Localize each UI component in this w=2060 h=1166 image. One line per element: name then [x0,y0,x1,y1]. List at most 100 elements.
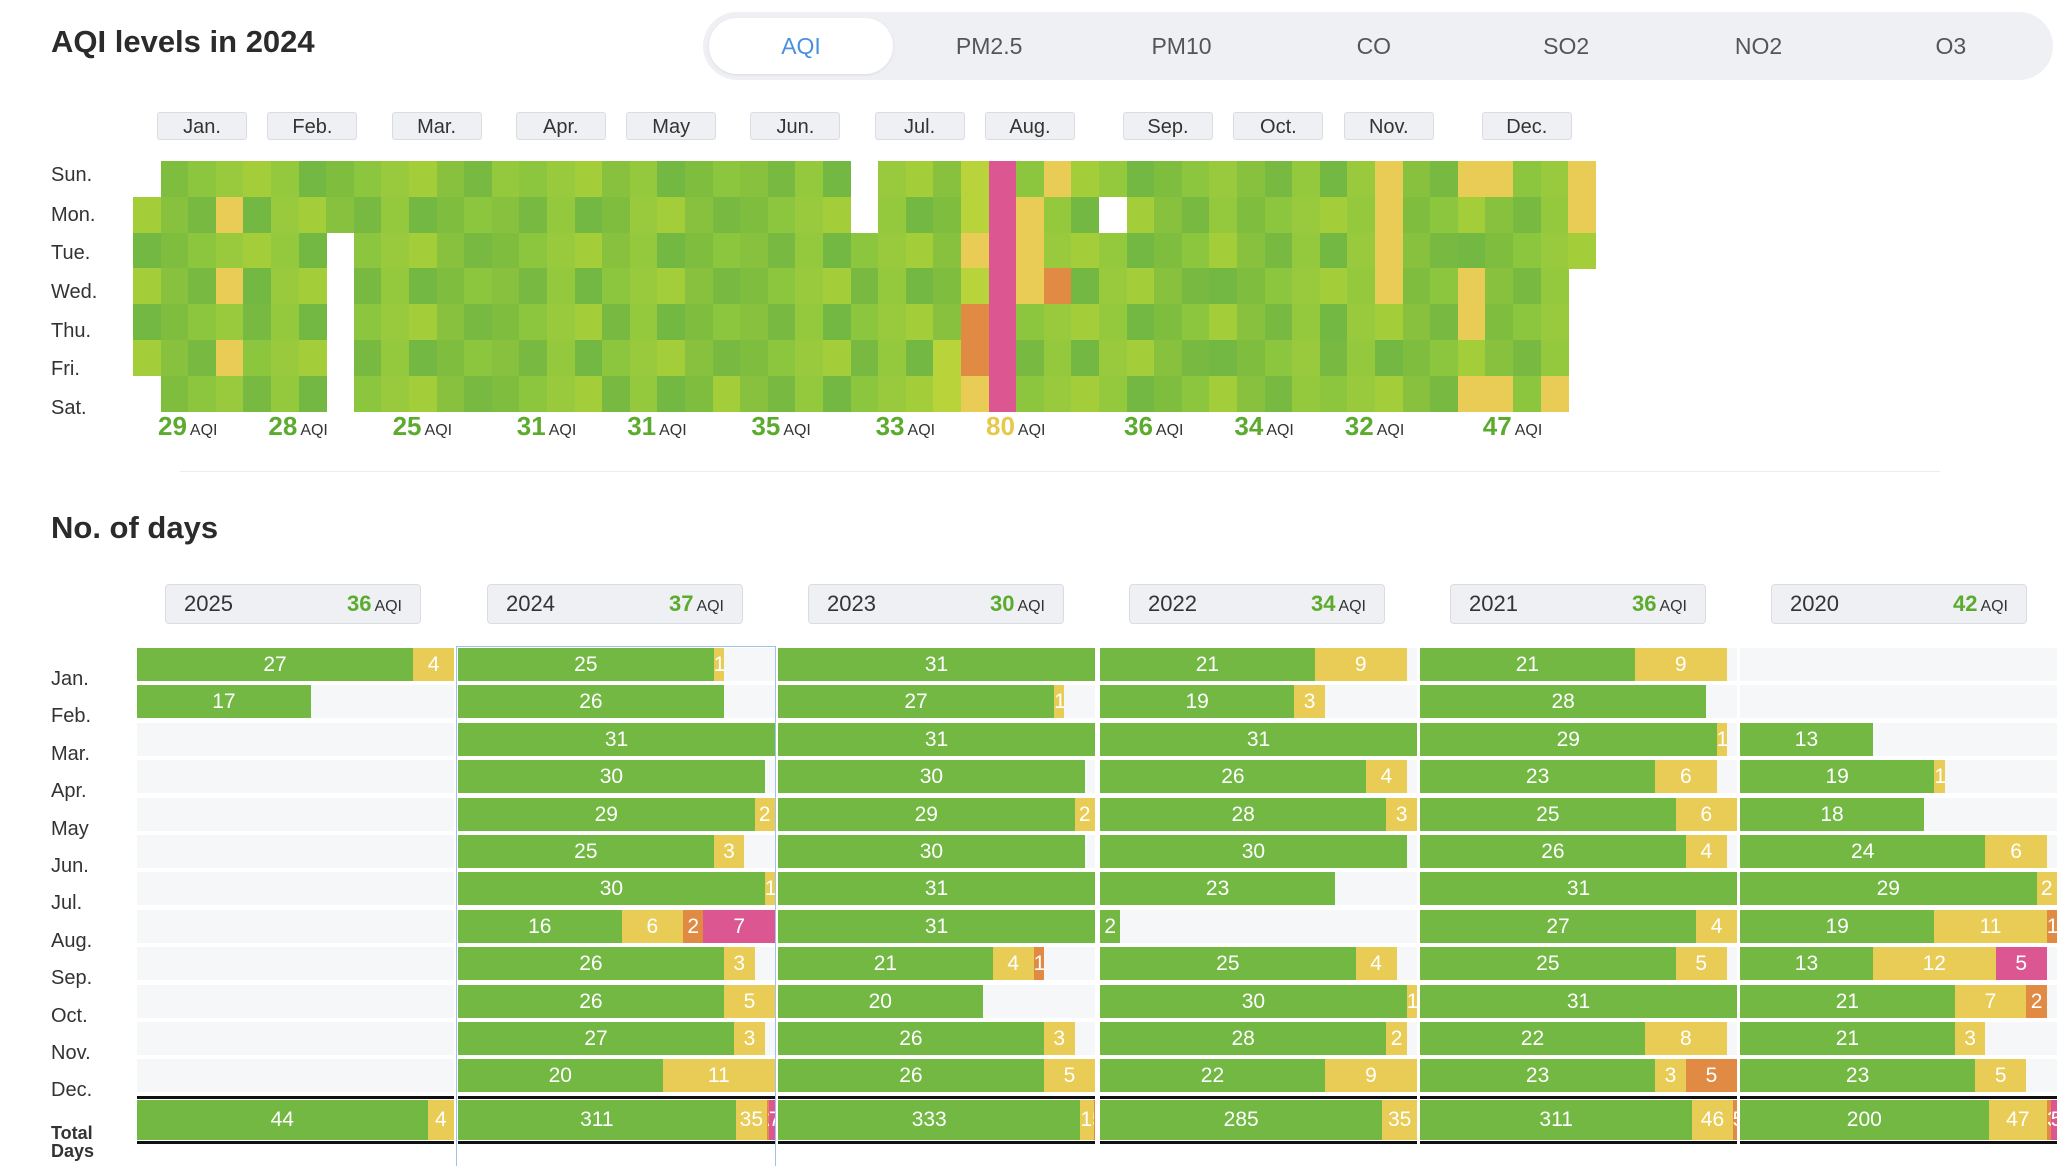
heatmap-day-cell[interactable] [298,232,327,269]
tab-o3[interactable]: O3 [1935,33,1967,59]
heatmap-day-cell[interactable] [1209,304,1238,341]
heatmap-day-cell[interactable] [685,161,713,198]
heatmap-day-cell[interactable] [905,161,934,198]
heatmap-day-cell[interactable] [712,375,741,412]
heatmap-day-cell[interactable] [271,161,299,198]
heatmap-day-cell[interactable] [215,232,244,269]
bar-segment-usg[interactable]: 1 [1094,1100,1095,1140]
heatmap-day-cell[interactable] [1457,375,1486,412]
heatmap-day-cell[interactable] [243,232,272,269]
heatmap-day-cell[interactable] [1375,161,1403,198]
bar-segment-good[interactable]: 200 [1740,1100,1989,1140]
heatmap-day-cell[interactable] [271,232,299,269]
heatmap-day-cell[interactable] [1402,196,1431,233]
bar-segment-usg[interactable]: 1 [2046,909,2057,943]
tab-co[interactable]: CO [1356,33,1392,59]
heatmap-day-cell[interactable] [243,304,272,341]
heatmap-day-cell[interactable] [1071,340,1100,377]
heatmap-day-cell[interactable] [353,304,382,341]
bar-segment-good[interactable]: 19 [1740,760,1935,794]
heatmap-day-cell[interactable] [1347,304,1376,341]
heatmap-day-cell[interactable] [1375,232,1403,269]
heatmap-day-cell[interactable] [1292,196,1321,233]
heatmap-day-cell[interactable] [602,268,631,305]
heatmap-day-cell[interactable] [1375,304,1403,341]
heatmap-day-cell[interactable] [1126,304,1155,341]
heatmap-day-cell[interactable] [243,340,272,377]
heatmap-day-cell[interactable] [464,304,493,341]
heatmap-day-cell[interactable] [1430,375,1459,412]
heatmap-day-cell[interactable] [1347,232,1376,269]
heatmap-day-cell[interactable] [1264,232,1293,269]
heatmap-day-cell[interactable] [353,161,382,198]
heatmap-day-cell[interactable] [1071,196,1100,233]
heatmap-day-cell[interactable] [409,268,437,305]
bar-segment-good[interactable]: 17 [137,685,311,719]
heatmap-day-cell[interactable] [1043,232,1072,269]
heatmap-day-cell[interactable] [1126,340,1155,377]
heatmap-day-cell[interactable] [823,340,851,377]
heatmap-day-cell[interactable] [1375,196,1403,233]
heatmap-day-cell[interactable] [1154,268,1183,305]
heatmap-day-cell[interactable] [215,268,244,305]
bar-segment-unhealthy[interactable]: 7 [768,1100,775,1140]
heatmap-day-cell[interactable] [1292,161,1321,198]
heatmap-day-cell[interactable] [1347,340,1376,377]
bar-segment-good[interactable]: 2 [1100,909,1121,943]
heatmap-day-cell[interactable] [1513,196,1541,233]
heatmap-day-cell[interactable] [519,304,548,341]
heatmap-day-cell[interactable] [160,268,189,305]
heatmap-day-cell[interactable] [1071,304,1100,341]
heatmap-day-cell[interactable] [188,232,217,269]
heatmap-day-cell[interactable] [712,196,741,233]
heatmap-day-cell[interactable] [878,268,907,305]
heatmap-day-cell[interactable] [1099,304,1127,341]
bar-segment-moderate[interactable]: 2 [2036,872,2057,906]
heatmap-day-cell[interactable] [1154,196,1183,233]
bar-segment-moderate[interactable]: 47 [1988,1100,2048,1140]
heatmap-day-cell[interactable] [243,196,272,233]
heatmap-day-cell[interactable] [1457,161,1486,198]
heatmap-day-cell[interactable] [988,304,1017,341]
bar-segment-good[interactable]: 30 [778,760,1085,794]
heatmap-day-cell[interactable] [712,340,741,377]
heatmap-day-cell[interactable] [491,304,520,341]
heatmap-day-cell[interactable] [1181,232,1210,269]
heatmap-day-cell[interactable] [381,232,410,269]
heatmap-day-cell[interactable] [602,375,631,412]
bar-segment-moderate[interactable]: 3 [734,1022,765,1055]
heatmap-day-cell[interactable] [1237,375,1265,412]
heatmap-day-cell[interactable] [1402,304,1431,341]
bar-segment-good[interactable]: 20 [458,1059,663,1093]
heatmap-day-cell[interactable] [905,196,934,233]
heatmap-day-cell[interactable] [1292,340,1321,377]
heatmap-day-cell[interactable] [657,232,686,269]
heatmap-day-cell[interactable] [961,268,989,305]
heatmap-day-cell[interactable] [271,304,299,341]
heatmap-day-cell[interactable] [988,232,1017,269]
heatmap-day-cell[interactable] [381,304,410,341]
heatmap-day-cell[interactable] [740,268,769,305]
heatmap-day-cell[interactable] [1513,375,1541,412]
bar-segment-moderate[interactable]: 6 [1985,835,2047,868]
heatmap-day-cell[interactable] [188,161,217,198]
bar-segment-good[interactable]: 26 [1100,760,1366,794]
heatmap-day-cell[interactable] [657,375,686,412]
year-card[interactable]: 2022 34 AQI [1129,584,1385,624]
heatmap-day-cell[interactable] [436,375,465,412]
heatmap-day-cell[interactable] [381,161,410,198]
heatmap-day-cell[interactable] [1319,304,1348,341]
heatmap-day-cell[interactable] [657,161,686,198]
bar-segment-good[interactable]: 30 [1100,835,1407,868]
heatmap-day-cell[interactable] [657,340,686,377]
heatmap-day-cell[interactable] [1540,340,1569,377]
heatmap-day-cell[interactable] [602,340,631,377]
heatmap-day-cell[interactable] [381,375,410,412]
heatmap-day-cell[interactable] [602,196,631,233]
bar-segment-moderate[interactable]: 1 [713,648,724,681]
heatmap-day-cell[interactable] [629,196,658,233]
bar-segment-moderate[interactable]: 9 [1314,648,1407,681]
heatmap-day-cell[interactable] [326,161,355,198]
bar-segment-good[interactable]: 30 [1100,984,1407,1018]
heatmap-day-cell[interactable] [271,196,299,233]
